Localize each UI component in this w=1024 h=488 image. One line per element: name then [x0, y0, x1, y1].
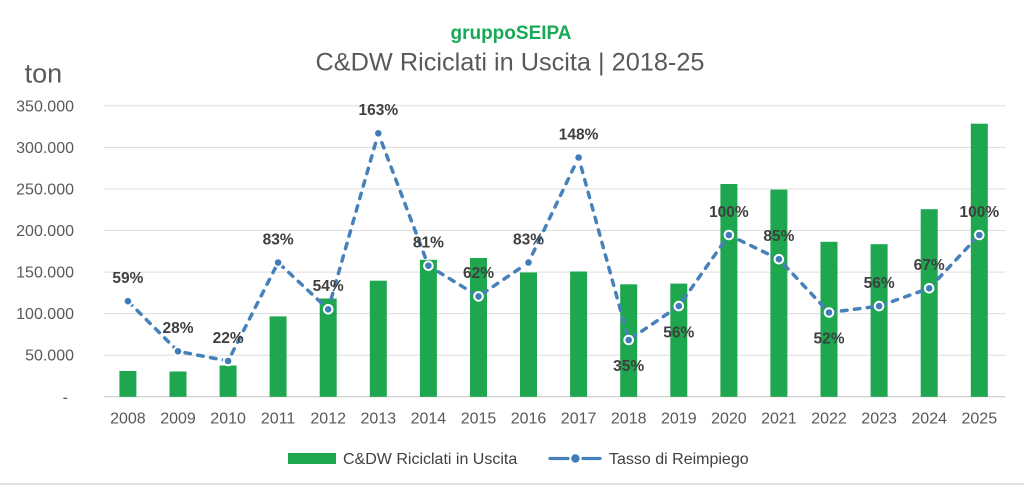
svg-text:2010: 2010 [210, 410, 246, 427]
svg-text:200.000: 200.000 [16, 223, 74, 240]
svg-text:2019: 2019 [661, 410, 697, 427]
svg-text:62%: 62% [463, 265, 494, 282]
svg-text:gruppoSEIPA: gruppoSEIPA [450, 23, 571, 44]
svg-text:C&DW Riciclati in Uscita: C&DW Riciclati in Uscita [343, 451, 517, 468]
svg-text:148%: 148% [559, 126, 599, 143]
svg-text:2016: 2016 [511, 410, 547, 427]
svg-text:83%: 83% [263, 231, 294, 248]
svg-text:2013: 2013 [361, 410, 397, 427]
svg-text:2021: 2021 [761, 410, 797, 427]
svg-text:28%: 28% [162, 320, 193, 337]
svg-text:100%: 100% [959, 204, 999, 221]
svg-text:2018: 2018 [611, 410, 647, 427]
svg-text:2023: 2023 [861, 410, 897, 427]
svg-text:2009: 2009 [160, 410, 196, 427]
svg-text:81%: 81% [413, 235, 444, 252]
svg-text:163%: 163% [358, 102, 398, 119]
svg-text:56%: 56% [864, 275, 895, 292]
svg-text:56%: 56% [663, 324, 694, 341]
svg-text:350.000: 350.000 [16, 98, 74, 115]
svg-text:-: - [63, 389, 68, 406]
svg-text:2022: 2022 [811, 410, 847, 427]
svg-text:300.000: 300.000 [16, 140, 74, 157]
svg-text:2015: 2015 [461, 410, 497, 427]
svg-text:2008: 2008 [110, 410, 146, 427]
svg-text:2014: 2014 [411, 410, 447, 427]
svg-text:59%: 59% [112, 270, 143, 287]
svg-text:2012: 2012 [310, 410, 346, 427]
svg-text:22%: 22% [213, 330, 244, 347]
svg-text:35%: 35% [613, 358, 644, 375]
svg-text:2017: 2017 [561, 410, 597, 427]
svg-text:100.000: 100.000 [16, 306, 74, 323]
svg-text:85%: 85% [763, 228, 794, 245]
svg-text:2011: 2011 [261, 410, 296, 427]
svg-text:ton: ton [25, 59, 63, 89]
svg-text:Tasso di Reimpiego: Tasso di Reimpiego [609, 451, 749, 468]
svg-text:2020: 2020 [711, 410, 747, 427]
svg-text:150.000: 150.000 [16, 265, 74, 282]
svg-text:54%: 54% [313, 278, 344, 295]
svg-text:67%: 67% [914, 257, 945, 274]
svg-text:250.000: 250.000 [16, 181, 74, 198]
svg-text:C&DW Riciclati in Uscita | 201: C&DW Riciclati in Uscita | 2018-25 [316, 49, 705, 77]
svg-text:83%: 83% [513, 231, 544, 248]
svg-text:50.000: 50.000 [25, 348, 74, 365]
svg-text:2024: 2024 [911, 410, 947, 427]
svg-text:52%: 52% [813, 331, 844, 348]
svg-text:100%: 100% [709, 204, 749, 221]
svg-text:2025: 2025 [962, 410, 998, 427]
